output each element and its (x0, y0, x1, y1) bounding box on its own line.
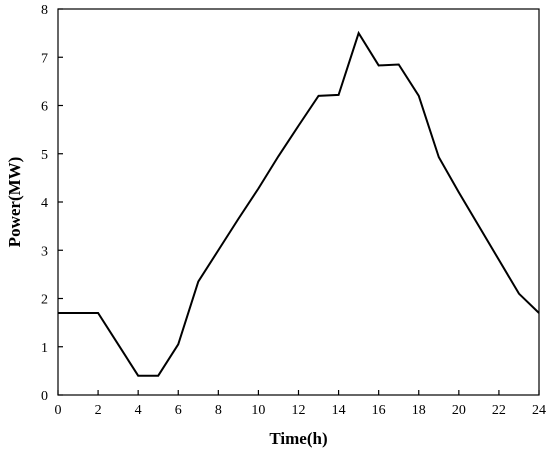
x-tick-label: 0 (55, 403, 62, 418)
y-tick-label: 8 (41, 3, 48, 18)
y-tick-label: 0 (41, 389, 48, 404)
y-tick-label: 1 (41, 341, 48, 356)
x-axis-ticks: 0 2 4 6 8 10 12 14 16 18 20 22 24 (55, 390, 546, 418)
x-tick-label: 8 (215, 403, 222, 418)
x-tick-label: 2 (95, 403, 102, 418)
x-tick-label: 14 (332, 403, 346, 418)
y-tick-label: 4 (41, 196, 48, 211)
x-tick-label: 4 (135, 403, 142, 418)
y-tick-label: 3 (41, 244, 48, 259)
y-tick-label: 6 (41, 100, 48, 115)
power-series-line (58, 30, 540, 377)
x-tick-label: 22 (492, 403, 506, 418)
x-tick-label: 18 (412, 403, 426, 418)
plot-border (57, 8, 540, 396)
x-tick-label: 10 (251, 403, 265, 418)
y-tick-label: 5 (41, 148, 48, 163)
plot-frame (57, 8, 540, 396)
y-axis-ticks: 0 1 2 3 4 5 6 7 8 (41, 3, 63, 404)
x-tick-label: 20 (452, 403, 466, 418)
x-tick-label: 6 (175, 403, 182, 418)
x-tick-label: 16 (372, 403, 386, 418)
y-tick-label: 7 (41, 51, 48, 66)
y-tick-label: 2 (41, 293, 48, 308)
x-tick-label: 12 (292, 403, 306, 418)
series-layer (58, 30, 540, 377)
y-axis-title: Power(MW) (5, 157, 24, 248)
x-axis-title: Time(h) (269, 429, 327, 448)
x-tick-label: 24 (532, 403, 546, 418)
